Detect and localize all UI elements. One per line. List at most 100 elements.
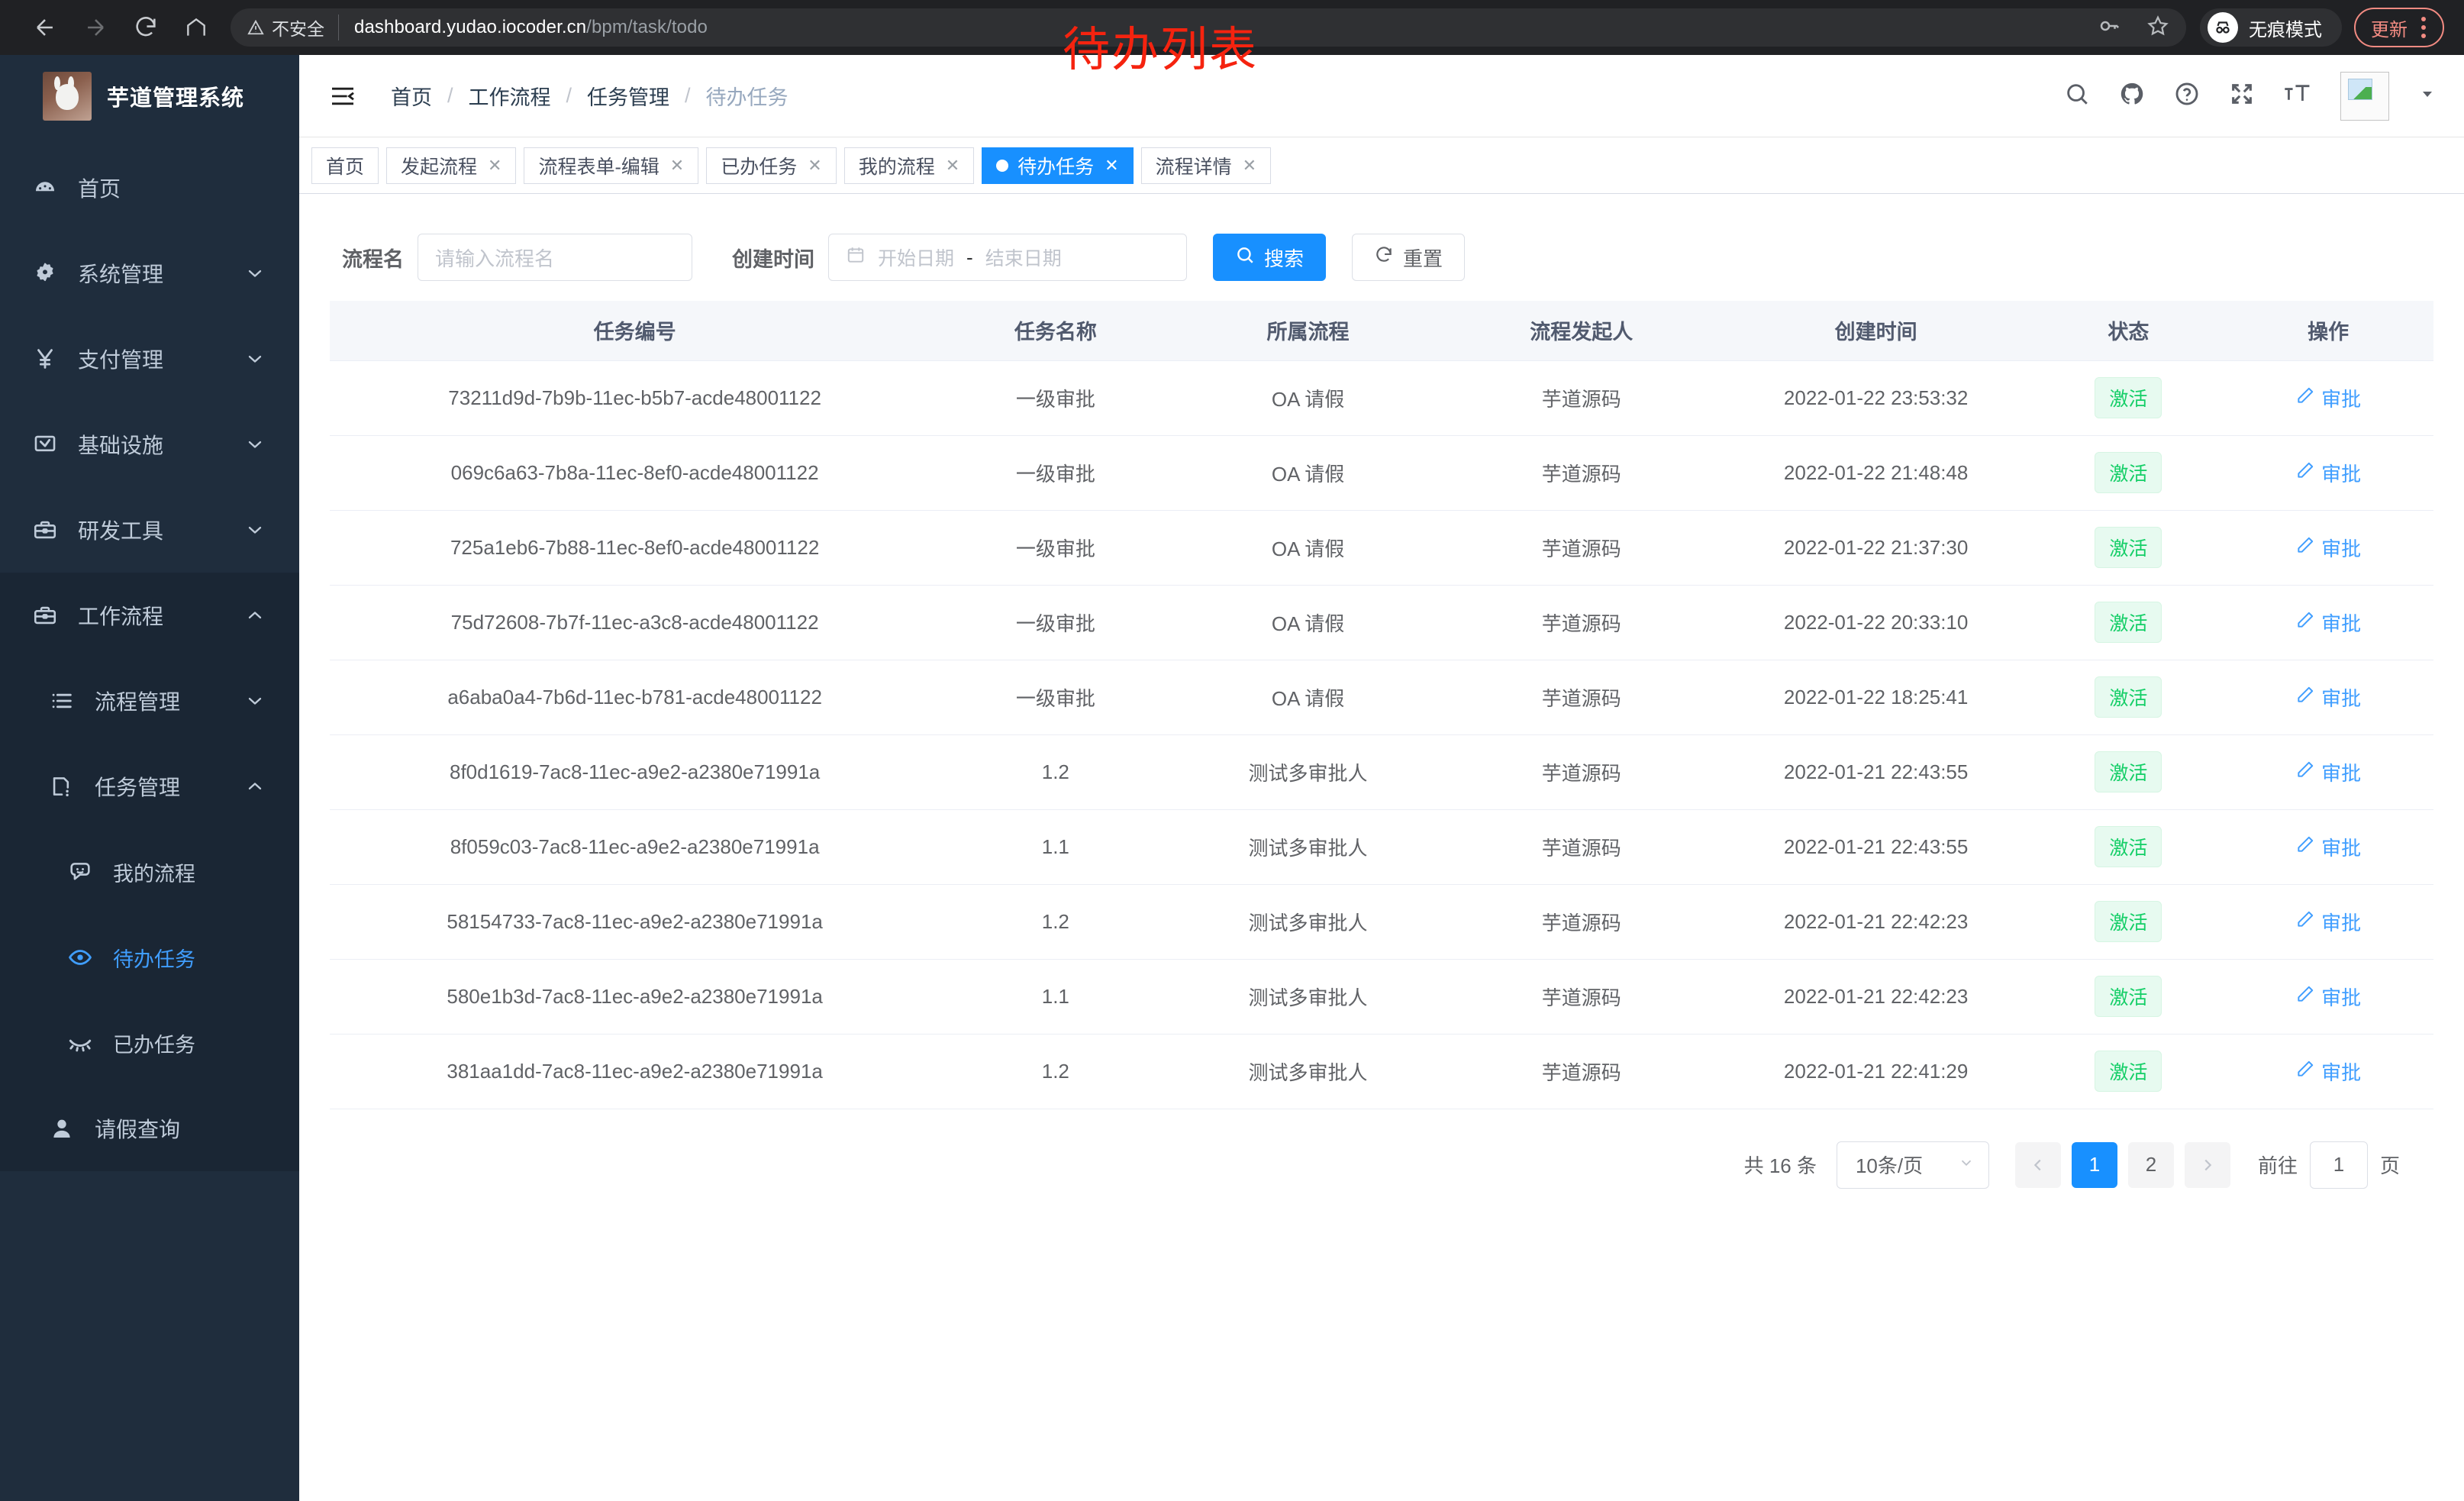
avatar[interactable]: [2340, 71, 2389, 121]
search-button[interactable]: 搜索: [1213, 234, 1327, 281]
tab-4[interactable]: 我的流程 ✕: [843, 147, 975, 184]
sidebar-item-1[interactable]: 系统管理: [0, 231, 299, 316]
close-icon[interactable]: ✕: [808, 155, 822, 175]
update-label: 更新: [2371, 19, 2408, 40]
edit-icon: [2295, 386, 2315, 411]
cell-status: 激活: [2033, 585, 2224, 660]
close-icon[interactable]: ✕: [1242, 155, 1257, 175]
status-badge: 激活: [2095, 527, 2162, 568]
cell-id: 580e1b3d-7ac8-11ec-a9e2-a2380e71991a: [330, 959, 940, 1035]
cell-status: 激活: [2033, 884, 2224, 960]
sidebar-item-6[interactable]: 流程管理: [0, 658, 299, 744]
close-icon[interactable]: ✕: [488, 155, 502, 175]
chevron-down-icon[interactable]: [2418, 85, 2437, 107]
cell-initiator: 芋道源码: [1444, 809, 1718, 885]
hamburger-icon[interactable]: [325, 79, 360, 114]
close-icon[interactable]: ✕: [1105, 155, 1119, 175]
approve-link[interactable]: 审批: [2295, 459, 2361, 487]
cell-name: 一级审批: [940, 510, 1172, 586]
reload-icon[interactable]: [121, 2, 171, 53]
sidebar-item-3[interactable]: 基础设施: [0, 402, 299, 487]
cell-status: 激活: [2033, 660, 2224, 735]
breadcrumb-item-1[interactable]: 工作流程: [468, 86, 551, 109]
forward-arrow-icon[interactable]: [70, 2, 121, 53]
search-input[interactable]: 请输入流程名: [418, 234, 692, 281]
table-row: a6aba0a4-7b6d-11ec-b781-acde48001122 一级审批…: [330, 660, 2433, 735]
page-size-value: 10条/页: [1855, 1154, 1924, 1177]
sidebar-item-label: 首页: [78, 177, 121, 201]
bookmark-star-icon[interactable]: [2146, 15, 2169, 41]
table-row: 8f0d1619-7ac8-11ec-a9e2-a2380e71991a 1.2 测…: [330, 734, 2433, 810]
jump-input[interactable]: 1: [2309, 1141, 2368, 1189]
close-icon[interactable]: ✕: [669, 155, 685, 175]
help-icon[interactable]: [2174, 81, 2200, 111]
home-icon[interactable]: [171, 2, 221, 53]
breadcrumb-item-2[interactable]: 任务管理: [587, 86, 670, 109]
github-icon[interactable]: [2119, 81, 2145, 111]
sidebar-item-5[interactable]: 工作流程: [0, 573, 299, 658]
sidebar-item-10[interactable]: 已办任务: [0, 1000, 299, 1086]
topbar: 首页 / 工作流程 / 任务管理 / 待办任务: [299, 55, 2464, 137]
sidebar-item-label: 工作流程: [78, 605, 164, 628]
tabs-bar: 首页 发起流程 ✕ 流程表单-编辑 ✕ 已办任务 ✕ 我的流程 ✕ 待办任务 ✕ 流程详情 ✕: [299, 137, 2464, 194]
tab-3[interactable]: 已办任务 ✕: [706, 147, 837, 184]
cell-name: 1.1: [940, 959, 1172, 1035]
approve-link[interactable]: 审批: [2295, 908, 2361, 936]
page-size-select[interactable]: 10条/页: [1836, 1141, 1989, 1189]
cell-action: 审批: [2223, 510, 2433, 586]
page-button-2[interactable]: 2: [2127, 1141, 2174, 1188]
approve-link[interactable]: 审批: [2295, 683, 2361, 712]
reset-button[interactable]: 重置: [1352, 234, 1466, 281]
sidebar-item-9[interactable]: 待办任务: [0, 915, 299, 1000]
tab-label: 已办任务: [721, 156, 798, 178]
next-page-button[interactable]: [2184, 1141, 2230, 1188]
approve-link[interactable]: 审批: [2295, 608, 2361, 637]
font-size-icon[interactable]: [2284, 82, 2311, 110]
edit-icon: [2295, 610, 2315, 635]
security-indicator[interactable]: 不安全: [247, 15, 339, 40]
date-range-picker[interactable]: 开始日期 - 结束日期: [828, 234, 1187, 281]
table-row: 580e1b3d-7ac8-11ec-a9e2-a2380e71991a 1.1 测…: [330, 959, 2433, 1035]
fullscreen-icon[interactable]: [2229, 81, 2255, 111]
toolbox-icon: [23, 517, 67, 543]
tab-0[interactable]: 首页: [311, 147, 379, 184]
page-button-1[interactable]: 1: [2071, 1141, 2117, 1188]
password-key-icon[interactable]: [2098, 15, 2121, 41]
search-icon[interactable]: [2064, 81, 2090, 111]
chevron-up-icon: [244, 605, 266, 626]
sidebar-item-7[interactable]: 任务管理: [0, 744, 299, 829]
tab-2[interactable]: 流程表单-编辑 ✕: [524, 147, 699, 184]
cell-created: 2022-01-22 21:48:48: [1717, 435, 2034, 511]
sidebar-item-4[interactable]: 研发工具: [0, 487, 299, 573]
chrome-menu-icon[interactable]: [2411, 17, 2437, 38]
update-button[interactable]: 更新: [2354, 8, 2444, 47]
flowname-label: 流程名: [342, 247, 404, 271]
cell-action: 审批: [2223, 360, 2433, 436]
sidebar-item-2[interactable]: 支付管理: [0, 316, 299, 402]
approve-link[interactable]: 审批: [2295, 384, 2361, 412]
sidebar-item-8[interactable]: 我的流程: [0, 829, 299, 915]
back-arrow-icon[interactable]: [20, 2, 70, 53]
column-header-4: 创建时间: [1717, 301, 2034, 361]
sidebar-item-11[interactable]: 请假查询: [0, 1086, 299, 1171]
breadcrumb-item-0[interactable]: 首页: [391, 86, 432, 109]
tab-5[interactable]: 待办任务 ✕: [982, 147, 1134, 184]
incognito-mode-indicator[interactable]: 无痕模式: [2200, 8, 2342, 47]
sidebar-menu: 首页系统管理 支付管理 基础设施 研发工具工作流程流程管理 任务管理 我的流程 待办任务 已办…: [0, 137, 299, 1171]
omnibox-actions: [2079, 15, 2169, 41]
approve-link[interactable]: 审批: [2295, 534, 2361, 562]
eye-closed-icon: [58, 1030, 102, 1056]
approve-link[interactable]: 审批: [2295, 1057, 2361, 1086]
address-bar[interactable]: 不安全 dashboard.yudao.iocoder.cn/bpm/task/…: [231, 8, 2186, 47]
approve-link[interactable]: 审批: [2295, 983, 2361, 1011]
sidebar-item-0[interactable]: 首页: [0, 145, 299, 231]
prev-page-button[interactable]: [2014, 1141, 2061, 1188]
approve-link[interactable]: 审批: [2295, 833, 2361, 861]
approve-link[interactable]: 审批: [2295, 758, 2361, 786]
close-icon[interactable]: ✕: [945, 155, 960, 175]
tab-6[interactable]: 流程详情 ✕: [1140, 147, 1272, 184]
tab-1[interactable]: 发起流程 ✕: [386, 147, 517, 184]
brand[interactable]: 芋道管理系统: [0, 55, 299, 137]
table-row: 58154733-7ac8-11ec-a9e2-a2380e71991a 1.2 测…: [330, 884, 2433, 960]
